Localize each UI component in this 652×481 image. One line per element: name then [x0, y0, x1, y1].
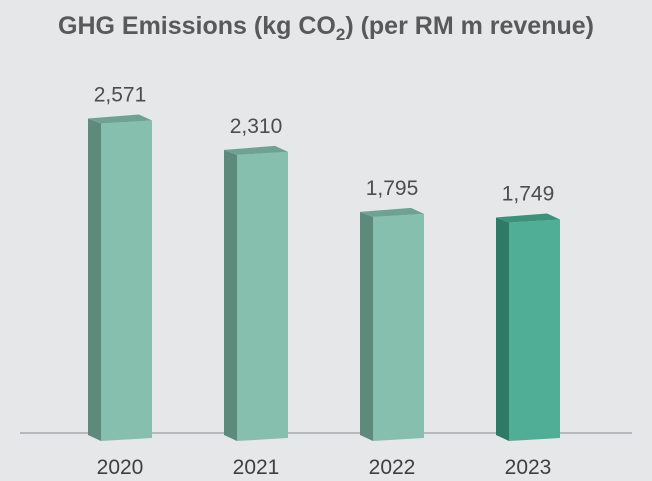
bar-top-face [88, 114, 152, 124]
bar-2020 [88, 114, 152, 442]
bars-group [88, 114, 560, 442]
bar-front-face [101, 120, 152, 442]
bar-top-face [224, 145, 288, 155]
x-tick-label-2023: 2023 [505, 456, 552, 479]
bar-2023 [496, 213, 560, 441]
bar-front-face [509, 219, 560, 441]
value-label-2022: 1,795 [366, 177, 419, 200]
bar-top-face [496, 213, 560, 223]
bar-side-face [224, 149, 237, 441]
value-label-2021: 2,310 [230, 115, 283, 138]
x-tick-label-2022: 2022 [369, 456, 416, 479]
x-tick-label-2020: 2020 [97, 456, 144, 479]
bar-2022 [360, 207, 424, 441]
bar-top-face [360, 207, 424, 217]
bar-front-face [373, 213, 424, 441]
bar-front-face [237, 151, 288, 441]
bar-side-face [88, 118, 101, 442]
chart-title-rest: ) (per RM m revenue) [345, 12, 594, 40]
bar-2021 [224, 145, 288, 441]
x-tick-labels-group: 2020 2021 2022 2023 [97, 456, 552, 479]
chart-title: GHG Emissions (kg CO2) (per RM m revenue… [58, 12, 594, 44]
value-label-2023: 1,749 [502, 182, 555, 205]
value-labels-group: 2,571 2,310 1,795 1,749 [94, 83, 555, 205]
chart-title-main: GHG Emissions (kg CO [58, 12, 336, 40]
bar-side-face [360, 211, 373, 441]
value-label-2020: 2,571 [94, 83, 147, 106]
x-tick-label-2021: 2021 [233, 456, 280, 479]
bar-side-face [496, 217, 509, 441]
chart-title-subscript: 2 [336, 25, 345, 44]
